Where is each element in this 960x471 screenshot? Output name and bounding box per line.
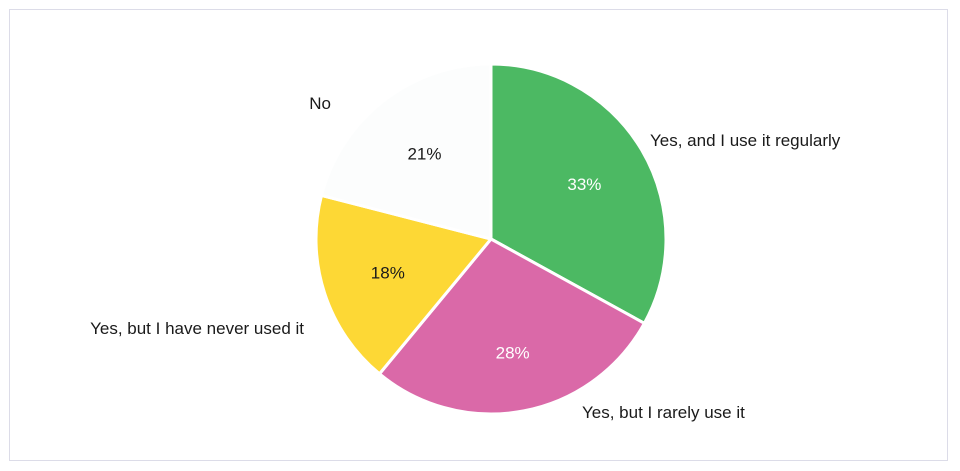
pie-value-label: 33% [567, 175, 601, 194]
pie-value-label: 28% [496, 343, 530, 362]
pie-value-label: 18% [371, 264, 405, 283]
pie-category-label: Yes, but I have never used it [90, 319, 304, 338]
pie-category-label: Yes, but I rarely use it [582, 403, 745, 422]
pie-category-label: No [309, 94, 331, 113]
pie-value-label: 21% [407, 144, 441, 163]
pie-slices [316, 64, 667, 415]
pie-category-label: Yes, and I use it regularly [650, 131, 841, 150]
